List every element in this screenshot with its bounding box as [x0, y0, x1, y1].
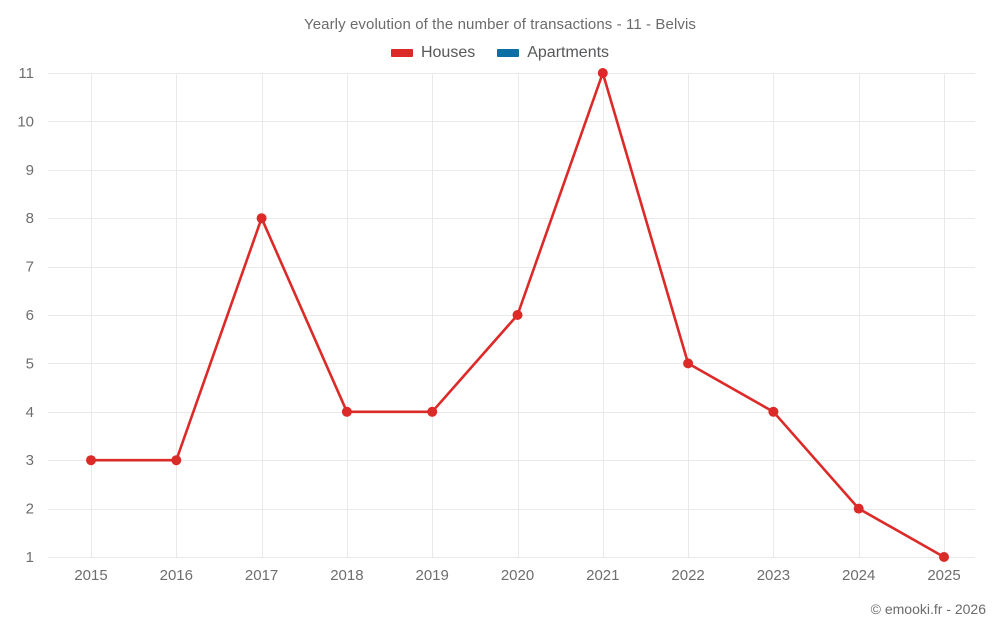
- y-axis-tick-labels: 1 2 3 4 5 6 7 8 9 10 11: [17, 65, 34, 566]
- y-axis-tick-label: 5: [26, 355, 34, 372]
- x-axis-tick-label: 2021: [586, 567, 619, 584]
- x-axis-tick-label: 2017: [245, 567, 278, 584]
- x-axis-tick-label: 2023: [757, 567, 790, 584]
- chart-title: Yearly evolution of the number of transa…: [303, 16, 697, 33]
- x-axis-tick-labels: 2015 2016 2017 2018 2019 2020 2021 2022 2023 2024…: [74, 567, 960, 584]
- data-point[interactable]: [512, 310, 523, 320]
- chart-legend: Houses Apartments: [0, 44, 1000, 62]
- legend-item-apartments[interactable]: Apartments: [497, 44, 609, 62]
- data-point[interactable]: [597, 68, 608, 78]
- data-point[interactable]: [683, 358, 694, 369]
- x-axis-tick-label: 2018: [330, 567, 363, 584]
- x-axis-tick-label: 2020: [501, 567, 534, 584]
- x-axis-tick-label: 2016: [160, 567, 193, 584]
- y-axis-tick-label: 6: [26, 307, 34, 324]
- y-axis-tick-label: 10: [17, 113, 34, 130]
- data-point[interactable]: [341, 406, 352, 417]
- x-axis-tick-label: 2024: [842, 567, 875, 584]
- footer-credit: © emooki.fr - 2026: [870, 601, 986, 617]
- x-axis-tick-label: 2025: [927, 567, 960, 584]
- y-axis-tick-label: 3: [26, 452, 34, 469]
- data-point[interactable]: [427, 406, 438, 417]
- legend-item-label: Houses: [420, 44, 476, 61]
- horizontal-gridlines: [48, 73, 975, 558]
- data-point[interactable]: [939, 552, 949, 562]
- x-axis-tick-label: 2022: [671, 567, 704, 584]
- y-axis-tick-label: 8: [26, 210, 34, 227]
- data-series-layer: [86, 68, 949, 562]
- y-axis-tick-label: 2: [26, 501, 34, 518]
- data-point[interactable]: [768, 406, 779, 417]
- y-axis-tick-label: 9: [26, 162, 34, 179]
- x-axis-tick-label: 2019: [416, 567, 449, 584]
- data-point[interactable]: [171, 455, 182, 466]
- y-axis-tick-label: 4: [26, 404, 34, 421]
- legend-item-houses[interactable]: Houses: [390, 44, 476, 62]
- data-point[interactable]: [853, 503, 864, 514]
- x-axis-tick-label: 2015: [74, 567, 107, 584]
- line-swatch-icon: [497, 49, 520, 57]
- line-swatch-icon: [390, 49, 413, 57]
- y-axis-tick-label: 11: [18, 65, 34, 82]
- data-point[interactable]: [256, 213, 267, 224]
- y-axis-tick-label: 7: [26, 259, 34, 276]
- y-axis-tick-label: 1: [26, 549, 34, 566]
- vertical-gridlines: [91, 73, 945, 557]
- legend-item-label: Apartments: [527, 44, 610, 61]
- data-point[interactable]: [86, 455, 96, 466]
